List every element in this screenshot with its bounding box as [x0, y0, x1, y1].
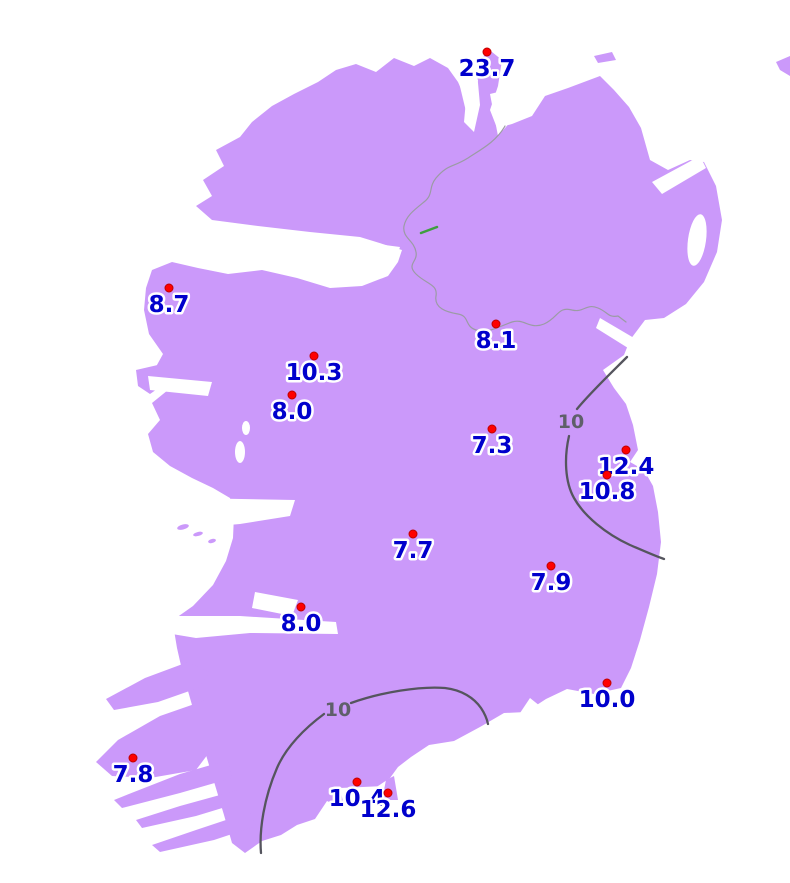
station-value-label: 10.0	[579, 687, 636, 713]
weather-station: 8.1	[473, 319, 519, 357]
station-value-label: 8.7	[149, 292, 190, 318]
isotach-contour-east	[575, 355, 629, 411]
lough-mask	[242, 421, 250, 435]
station-dot-icon	[408, 529, 418, 539]
donegal-bay	[203, 224, 400, 259]
station-value-label: 23.7	[459, 56, 516, 82]
weather-station: 8.0	[269, 390, 315, 428]
aran-island	[193, 531, 203, 537]
weather-station: 10.8	[576, 470, 638, 508]
weather-station: 8.7	[146, 283, 192, 321]
station-dot-icon	[487, 424, 497, 434]
contour-level-label: 10	[558, 411, 584, 433]
weather-station: 7.9	[528, 561, 574, 599]
station-value-label: 7.3	[472, 433, 513, 459]
station-dot-icon	[602, 678, 612, 688]
lough-corrib	[235, 441, 245, 463]
station-dot-icon	[352, 777, 362, 787]
weather-station: 10.4	[326, 777, 388, 815]
weather-station: 7.7	[390, 529, 436, 567]
weather-station: 12.6	[357, 788, 419, 826]
station-dot-icon	[164, 283, 174, 293]
southwest-peninsulas	[96, 662, 256, 852]
fergus-estuary	[252, 592, 298, 616]
ni-border-line	[403, 125, 627, 332]
station-dot-icon	[287, 390, 297, 400]
station-dot-icon	[621, 445, 631, 455]
strangford-lough	[687, 214, 707, 266]
mizen-peninsula	[152, 812, 256, 852]
contour-level-label: 10	[325, 699, 351, 721]
lough-foyle	[490, 90, 528, 136]
waterford-harbour	[518, 698, 540, 724]
belfast-lough	[652, 156, 706, 194]
clew-bay	[148, 376, 212, 396]
station-value-label: 7.8	[113, 762, 154, 788]
ireland-landmass	[144, 48, 722, 853]
sheeps-head-peninsula	[136, 790, 242, 828]
galway-bay	[186, 498, 295, 528]
isotach-contour-south	[259, 712, 326, 855]
iveragh-peninsula	[96, 700, 216, 778]
station-value-label: 7.9	[531, 570, 572, 596]
green-terrain-mark	[419, 225, 439, 235]
carlingford-lough	[596, 318, 634, 348]
cork-harbour	[340, 786, 384, 822]
beara-peninsula	[114, 760, 232, 808]
station-value-label: 10.4	[329, 786, 386, 812]
isotach-contour-east	[564, 434, 666, 561]
station-value-label: 8.1	[476, 328, 517, 354]
weather-station: 7.3	[469, 424, 515, 462]
station-value-label: 10.8	[579, 479, 636, 505]
bays-and-inlets	[148, 66, 707, 822]
station-dot-icon	[383, 788, 393, 798]
contour-labels: 10 10	[325, 411, 584, 721]
weather-station: 23.7	[456, 47, 518, 85]
station-dot-icon	[482, 47, 492, 57]
station-dot-icon	[296, 602, 306, 612]
station-dot-icon	[546, 561, 556, 571]
dingle-peninsula	[106, 662, 210, 710]
rathlin-island	[594, 52, 616, 63]
station-value-label: 8.0	[281, 611, 322, 637]
weather-station: 10.3	[283, 351, 345, 389]
weather-station: 10.0	[576, 678, 638, 716]
station-dot-icon	[602, 470, 612, 480]
station-dot-icon	[491, 319, 501, 329]
aran-island	[177, 524, 189, 530]
station-value-label: 12.6	[360, 797, 417, 823]
weather-station: 7.8	[110, 753, 156, 791]
contour-lines	[259, 355, 666, 855]
aran-island	[208, 538, 216, 544]
station-value-label: 7.7	[393, 538, 434, 564]
weather-station: 8.0	[278, 602, 324, 640]
coast-sliver	[776, 56, 790, 76]
weather-stations: 23.78.710.38.08.17.312.410.87.77.98.010.…	[110, 47, 657, 826]
station-dot-icon	[309, 351, 319, 361]
station-value-label: 8.0	[272, 399, 313, 425]
station-value-label: 10.3	[286, 360, 343, 386]
lough-swilly	[456, 66, 478, 128]
station-dot-icon	[128, 753, 138, 763]
isotach-contour-south	[349, 686, 490, 726]
shannon-estuary	[170, 616, 338, 638]
